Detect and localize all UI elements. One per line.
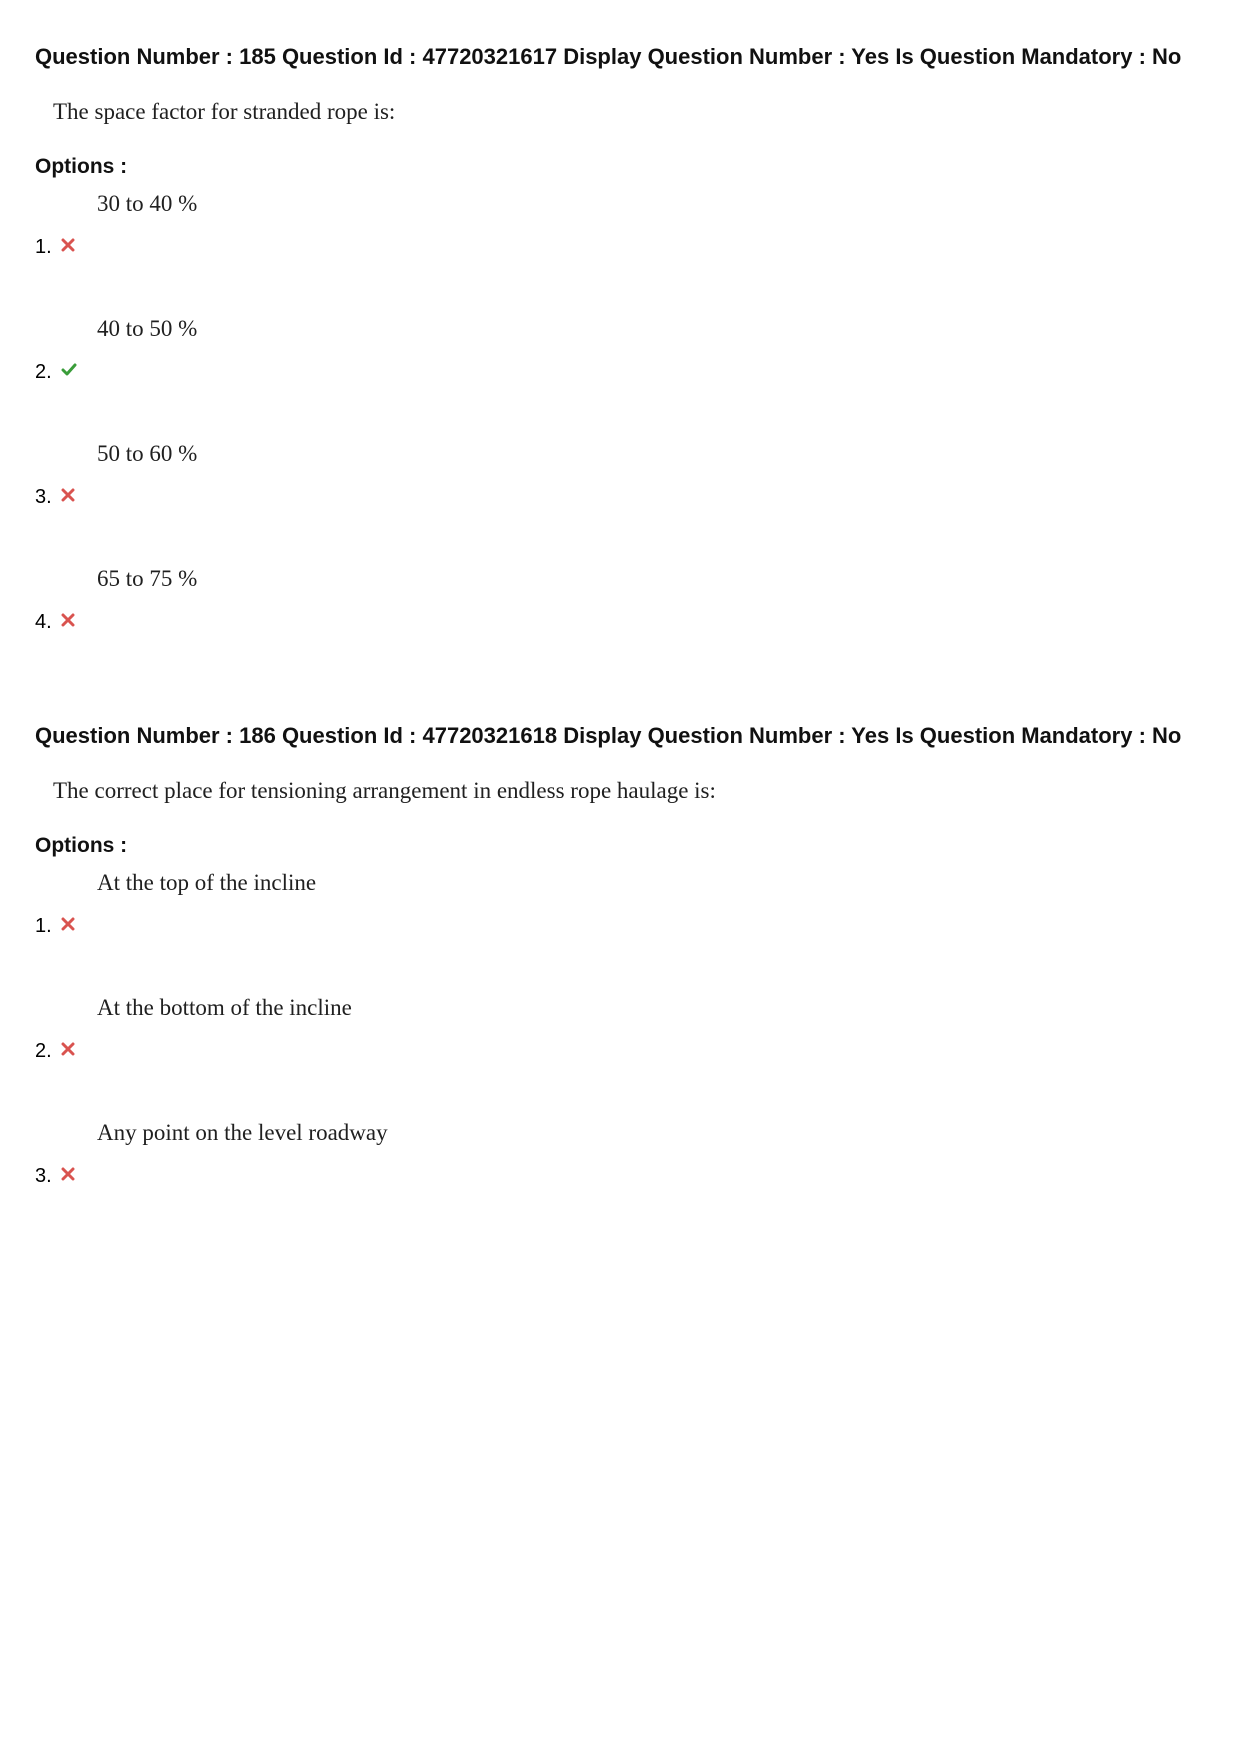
check-icon [61,363,79,384]
cross-icon [61,917,79,938]
option-text: 65 to 75 % [97,564,197,592]
option-text: 40 to 50 % [97,314,197,342]
options-label: Options : [35,155,1205,179]
question-header: Question Number : 185 Question Id : 4772… [35,35,1205,79]
option-number: 3. [35,486,55,509]
option-row: 2. At the bottom of the incline [35,993,1205,1063]
option-row: 2. 40 to 50 % [35,314,1205,384]
question-block: Question Number : 186 Question Id : 4772… [35,714,1205,1188]
question-text: The correct place for tensioning arrange… [53,778,1205,804]
option-text: At the bottom of the incline [97,993,352,1021]
option-number: 2. [35,361,55,384]
options-label: Options : [35,834,1205,858]
option-text: 50 to 60 % [97,439,197,467]
cross-icon [61,488,79,509]
cross-icon [61,613,79,634]
option-text: Any point on the level roadway [97,1118,388,1146]
cross-icon [61,1042,79,1063]
option-number: 1. [35,915,55,938]
question-header: Question Number : 186 Question Id : 4772… [35,714,1205,758]
option-row: 1. 30 to 40 % [35,189,1205,259]
option-row: 4. 65 to 75 % [35,564,1205,634]
option-number: 2. [35,1040,55,1063]
option-text: 30 to 40 % [97,189,197,217]
option-row: 3. Any point on the level roadway [35,1118,1205,1188]
option-number: 1. [35,236,55,259]
option-number: 4. [35,611,55,634]
cross-icon [61,238,79,259]
option-row: 1. At the top of the incline [35,868,1205,938]
question-text: The space factor for stranded rope is: [53,99,1205,125]
question-block: Question Number : 185 Question Id : 4772… [35,35,1205,634]
cross-icon [61,1167,79,1188]
option-number: 3. [35,1165,55,1188]
option-row: 3. 50 to 60 % [35,439,1205,509]
option-text: At the top of the incline [97,868,316,896]
